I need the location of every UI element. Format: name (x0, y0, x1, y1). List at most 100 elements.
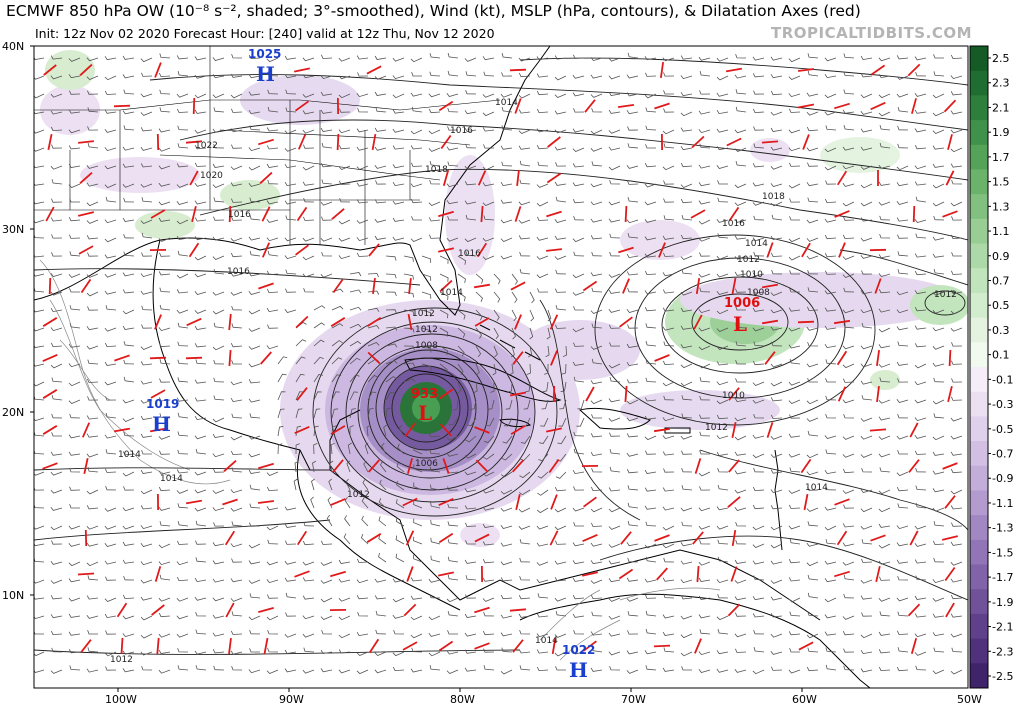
wind-barb (320, 649, 333, 654)
wind-barb (464, 505, 477, 510)
dilatation-axis (480, 205, 484, 223)
wind-barb (213, 395, 225, 401)
wind-barb (716, 109, 729, 115)
wind-barb (385, 326, 398, 331)
dilatation-axis (546, 427, 562, 433)
wind-barb (788, 525, 801, 530)
dilatation-axis (150, 209, 166, 219)
isobar-label: 1016 (450, 126, 473, 136)
wind-barb (345, 478, 351, 491)
dilatation-axis (838, 242, 846, 258)
dilatation-axis (550, 494, 558, 510)
wind-barb (87, 107, 99, 113)
wind-barb (380, 461, 387, 473)
dilatation-axis (43, 64, 57, 76)
wind-barb (842, 399, 855, 404)
wind-barb (266, 163, 279, 168)
wind-barb (374, 235, 387, 240)
wind-barb (338, 578, 351, 583)
wind-barb (122, 559, 135, 564)
wind-barb (410, 615, 423, 621)
terrain-lines (39, 259, 721, 661)
wind-barb (752, 360, 765, 366)
colorbar-swatch (970, 663, 988, 689)
wind-barb (428, 433, 441, 438)
wind-barb (572, 92, 585, 97)
wind-barb (482, 630, 495, 636)
dilatation-axis (42, 353, 58, 363)
dilatation-axis (512, 639, 524, 653)
wind-barb (932, 540, 945, 546)
wind-barb (662, 543, 675, 549)
wind-barb (447, 556, 459, 563)
wind-barb (825, 449, 837, 455)
wind-barb (194, 93, 207, 99)
wind-barb (50, 669, 63, 674)
dilatation-axis (624, 385, 628, 403)
wind-barb (572, 182, 585, 187)
wind-barb (159, 53, 171, 59)
dilatation-axis (514, 98, 522, 114)
wind-barb (698, 525, 711, 530)
wind-barb (493, 273, 501, 285)
dilatation-axis (550, 350, 558, 366)
dilatation-axis (185, 140, 203, 144)
colorbar-tick-label: 1.5 (992, 176, 1010, 189)
wind-barb (699, 377, 711, 383)
wind-barb (806, 561, 819, 567)
wind-barb (158, 561, 171, 566)
wind-barb (231, 108, 243, 113)
dilatation-axis (907, 63, 921, 77)
wind-barb (878, 344, 891, 349)
wind-barb (411, 162, 423, 167)
wind-barb (122, 471, 135, 477)
wind-barb (590, 560, 603, 565)
wind-barb (897, 106, 909, 113)
dilatation-axis (150, 389, 166, 399)
wind-barb (878, 363, 891, 368)
wind-barb (158, 147, 171, 152)
wind-barb (608, 417, 621, 422)
map-title: ECMWF 850 hPa OW (10⁻⁸ s⁻², shaded; 3°-s… (6, 2, 861, 20)
wind-barb (482, 182, 495, 187)
wind-barb (896, 217, 909, 222)
isobar-label: 1012 (737, 255, 760, 265)
wind-barb (313, 339, 325, 347)
wind-barb (933, 647, 945, 653)
wind-barb (842, 345, 855, 350)
wind-barb (482, 201, 495, 206)
isobar-label: 1016 (458, 249, 481, 259)
dilatation-axis (336, 133, 340, 151)
wind-barb (573, 486, 585, 491)
wind-barb (403, 345, 415, 350)
wind-barb (34, 93, 45, 99)
wind-barb (914, 542, 927, 547)
wind-barb (644, 435, 657, 441)
wind-barb (698, 164, 711, 169)
dilatation-axis (653, 644, 671, 648)
wind-barb (248, 236, 261, 241)
wind-barb (356, 651, 369, 656)
wind-barb (122, 615, 135, 620)
wind-barb (375, 610, 387, 617)
wind-barb (662, 235, 675, 240)
wind-barb (331, 323, 344, 329)
wind-barb (735, 106, 747, 113)
wind-barb (374, 55, 387, 60)
wind-barb (519, 471, 531, 479)
wind-barb (483, 611, 495, 617)
wind-barb (591, 251, 603, 257)
colorbar-swatch (970, 490, 988, 516)
wind-barb (448, 417, 459, 426)
wind-barb (439, 363, 448, 374)
wind-barb (644, 487, 657, 492)
wind-barb (439, 309, 449, 319)
wind-barb (69, 198, 80, 203)
wind-barb (356, 252, 369, 257)
wind-barb (735, 378, 746, 383)
wind-barb (573, 630, 585, 635)
dilatation-axis (692, 531, 704, 545)
wind-barb (609, 665, 621, 671)
wind-barb (483, 665, 495, 671)
wind-barb (752, 327, 765, 332)
